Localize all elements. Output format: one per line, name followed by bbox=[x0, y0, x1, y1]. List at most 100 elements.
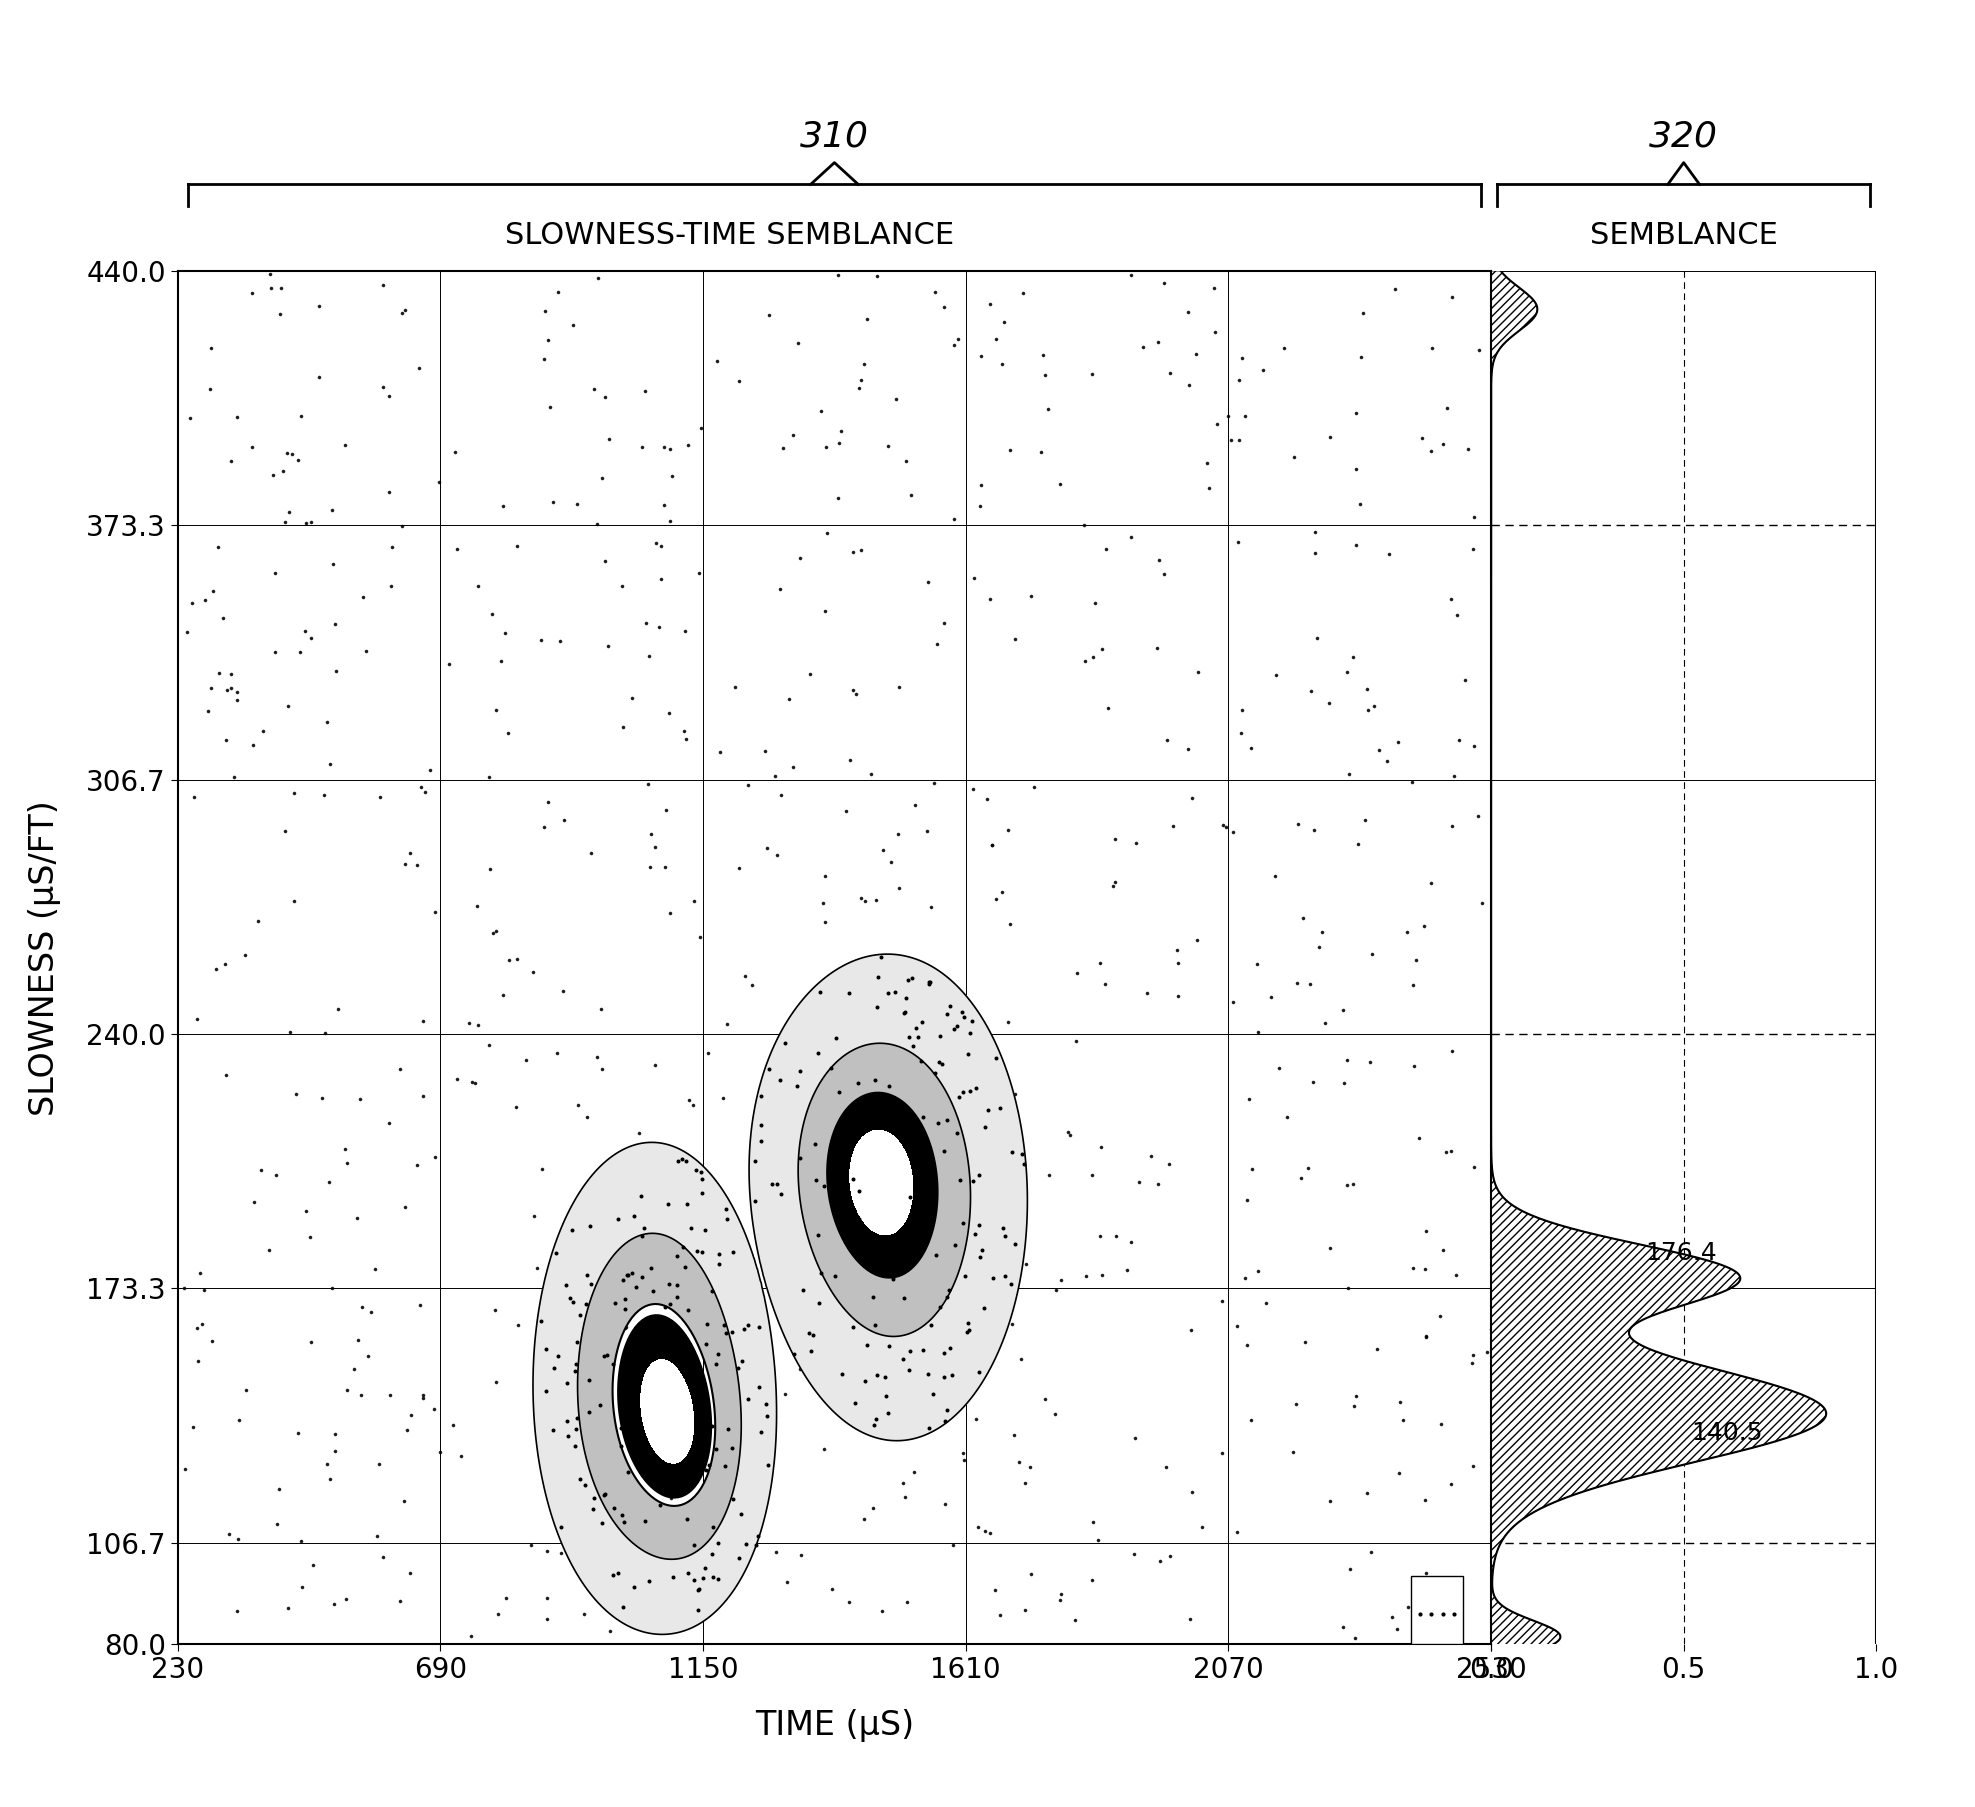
Point bbox=[1290, 1326, 1321, 1355]
Point bbox=[989, 1261, 1021, 1290]
Point bbox=[561, 490, 592, 519]
Point bbox=[395, 1559, 427, 1588]
Point bbox=[893, 965, 924, 994]
Point bbox=[440, 437, 472, 466]
Point bbox=[215, 446, 247, 475]
Point bbox=[571, 1102, 602, 1131]
Point bbox=[1396, 768, 1428, 797]
Point bbox=[873, 1399, 905, 1428]
Point bbox=[693, 1451, 725, 1480]
Point bbox=[199, 954, 231, 983]
Point bbox=[784, 1540, 816, 1568]
Point bbox=[624, 1182, 656, 1211]
Point bbox=[997, 1138, 1029, 1167]
Point bbox=[587, 1055, 618, 1084]
Point bbox=[837, 1166, 869, 1194]
Point bbox=[764, 1180, 796, 1209]
Point bbox=[1333, 1274, 1365, 1303]
Point bbox=[569, 1599, 600, 1628]
Point bbox=[529, 1451, 561, 1480]
Point bbox=[871, 1113, 903, 1142]
Point bbox=[691, 1308, 723, 1337]
Point bbox=[502, 1093, 533, 1122]
Point bbox=[822, 1270, 853, 1299]
Point bbox=[543, 278, 575, 307]
Point bbox=[725, 1442, 756, 1471]
Point bbox=[859, 1066, 891, 1095]
Point bbox=[626, 434, 658, 463]
Point bbox=[389, 296, 421, 325]
Point bbox=[286, 1572, 318, 1601]
Point bbox=[539, 1353, 571, 1382]
Point bbox=[1142, 1169, 1173, 1198]
Point bbox=[1161, 981, 1193, 1010]
Point bbox=[1025, 437, 1057, 466]
Point bbox=[673, 1559, 705, 1588]
Point bbox=[385, 1055, 417, 1084]
Point bbox=[1337, 1169, 1369, 1198]
Point bbox=[1201, 410, 1232, 439]
Point bbox=[401, 1151, 433, 1180]
Point bbox=[606, 571, 638, 600]
Point bbox=[565, 1465, 596, 1494]
Point bbox=[901, 1014, 932, 1043]
Point bbox=[176, 589, 207, 618]
Point bbox=[833, 1315, 865, 1344]
Point bbox=[1007, 1149, 1039, 1178]
Text: 140.5: 140.5 bbox=[1691, 1420, 1764, 1446]
Point bbox=[1146, 1547, 1177, 1576]
Point bbox=[999, 1079, 1031, 1108]
Point bbox=[284, 401, 316, 430]
Point bbox=[592, 631, 624, 660]
Point bbox=[964, 492, 995, 520]
Point bbox=[628, 1507, 660, 1536]
Point bbox=[634, 1306, 666, 1335]
Point bbox=[211, 676, 243, 705]
Point bbox=[800, 1166, 831, 1194]
Point bbox=[745, 1126, 776, 1155]
Point bbox=[1124, 1167, 1155, 1196]
Point bbox=[968, 1294, 999, 1323]
Point bbox=[219, 763, 251, 791]
Point bbox=[764, 781, 796, 810]
Point bbox=[1161, 936, 1193, 965]
Point bbox=[1045, 1585, 1076, 1614]
Point bbox=[895, 1120, 926, 1149]
Point bbox=[375, 533, 407, 562]
Point bbox=[689, 1456, 721, 1485]
Point bbox=[215, 674, 247, 703]
Point bbox=[891, 1587, 922, 1615]
Point bbox=[681, 1238, 713, 1267]
Point bbox=[474, 763, 506, 791]
Point bbox=[1045, 470, 1076, 499]
Point bbox=[571, 1381, 602, 1409]
Point bbox=[306, 1082, 338, 1111]
Point bbox=[1175, 1315, 1207, 1344]
Point bbox=[1033, 1160, 1065, 1189]
Point bbox=[330, 430, 361, 459]
Point bbox=[703, 1250, 735, 1279]
Point bbox=[930, 1395, 962, 1424]
Point bbox=[1386, 1406, 1418, 1435]
Point bbox=[1363, 735, 1394, 764]
Point bbox=[555, 1283, 587, 1312]
Point bbox=[1118, 1540, 1149, 1568]
Point bbox=[1339, 1391, 1371, 1420]
Point bbox=[824, 428, 855, 457]
Point bbox=[948, 1438, 980, 1467]
Point bbox=[348, 584, 379, 613]
Point bbox=[940, 1353, 972, 1382]
Point bbox=[914, 967, 946, 996]
Point bbox=[699, 1435, 731, 1464]
Point bbox=[908, 961, 940, 990]
Point bbox=[828, 1173, 859, 1202]
Point bbox=[1345, 490, 1377, 519]
Point bbox=[583, 264, 614, 293]
Point bbox=[843, 1205, 875, 1234]
Point bbox=[529, 1334, 561, 1362]
Point bbox=[1331, 658, 1363, 687]
Point bbox=[1436, 1035, 1467, 1064]
Point bbox=[1436, 811, 1467, 840]
Point bbox=[537, 1303, 569, 1332]
Point bbox=[1183, 658, 1215, 687]
